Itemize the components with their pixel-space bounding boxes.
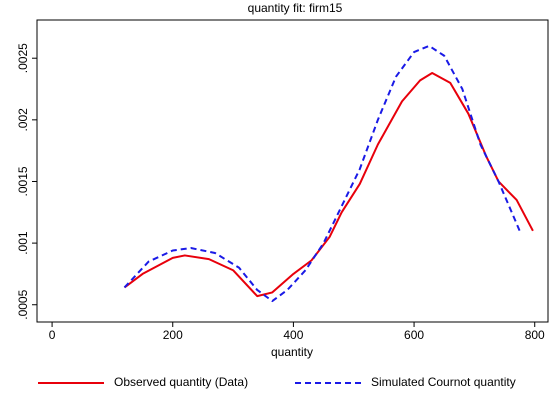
y-tick-label: .0025 (16, 43, 30, 73)
legend-label: Observed quantity (Data) (114, 375, 248, 389)
y-tick-label: .002 (16, 108, 30, 132)
y-tick-label: .001 (16, 231, 30, 255)
x-tick-label: 0 (49, 328, 56, 342)
y-tick-label: .0005 (16, 289, 30, 319)
plot-frame (36, 19, 549, 323)
x-tick-label: 200 (163, 328, 183, 342)
x-axis-label: quantity (271, 345, 313, 359)
y-tick-label: .0015 (16, 166, 30, 196)
x-tick-label: 600 (404, 328, 424, 342)
x-tick-label: 800 (525, 328, 545, 342)
legend-label: Simulated Cournot quantity (371, 375, 516, 389)
chart-title: quantity fit: firm15 (248, 1, 343, 15)
series-line (123, 44, 521, 303)
x-tick-label: 400 (283, 328, 303, 342)
